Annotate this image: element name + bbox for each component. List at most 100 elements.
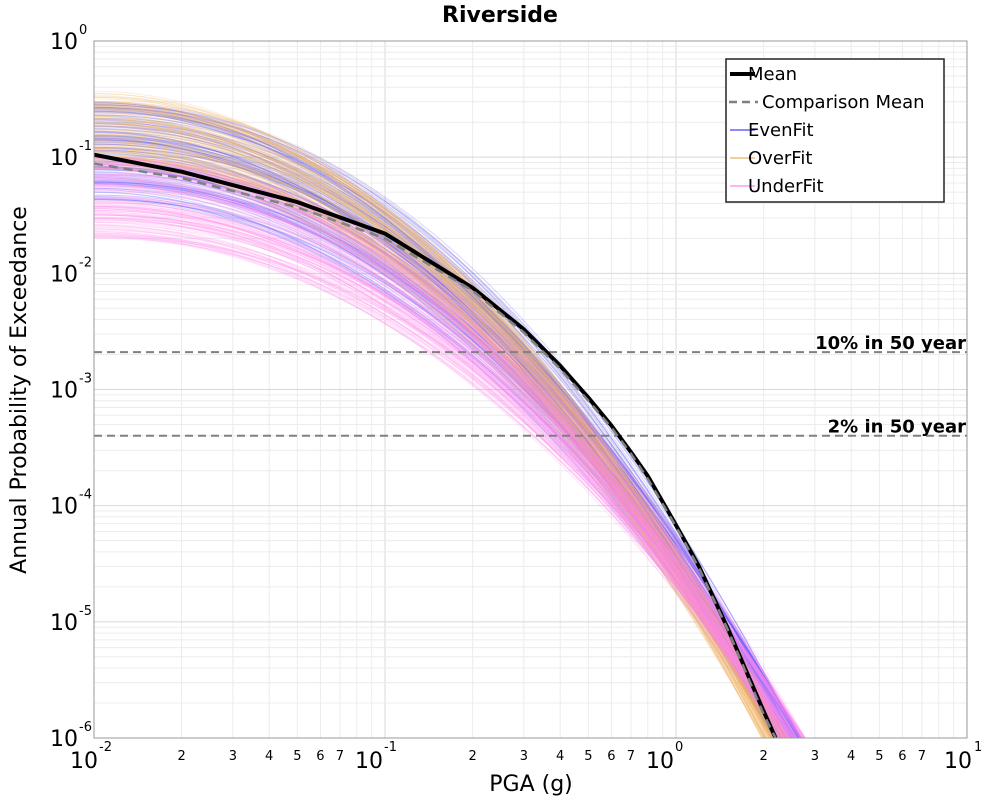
fit-curve xyxy=(94,224,797,738)
legend-label: EvenFit xyxy=(748,120,814,141)
x-tick-exponent: 0 xyxy=(675,740,683,755)
fit-curve xyxy=(94,142,789,738)
fit-curve xyxy=(94,181,800,738)
fit-curve xyxy=(94,151,784,738)
fit-curve xyxy=(94,181,794,738)
fit-curve xyxy=(94,123,770,738)
x-minor-tick-label: 7 xyxy=(627,749,635,764)
fit-curve xyxy=(94,117,772,738)
fit-curve xyxy=(94,201,793,738)
fit-curve xyxy=(94,156,791,738)
fit-curve xyxy=(94,226,786,738)
reference-lines: 10% in 50 year 2% in 50 year xyxy=(94,333,967,438)
fit-curve xyxy=(94,147,779,738)
fit-curve xyxy=(94,183,783,738)
fit-curve xyxy=(94,156,777,738)
fit-curve xyxy=(94,168,780,738)
fit-curve xyxy=(94,131,792,738)
fit-curve xyxy=(94,105,766,738)
fit-curve xyxy=(94,165,803,738)
y-tick-base: 10 xyxy=(50,727,78,752)
fit-curve xyxy=(94,109,781,738)
fit-curve xyxy=(94,214,786,738)
fit-curve xyxy=(94,178,787,738)
fit-curve xyxy=(94,155,782,738)
fit-curve xyxy=(94,131,787,738)
fit-curve xyxy=(94,183,795,738)
x-major-tick-label: 100 xyxy=(646,740,683,774)
fit-curve xyxy=(94,122,793,738)
fit-curve xyxy=(94,118,774,738)
fit-curve xyxy=(94,167,790,738)
fit-curve xyxy=(94,191,788,738)
fit-curve xyxy=(94,111,794,738)
fit-curve xyxy=(94,152,777,738)
fit-curve xyxy=(94,116,781,738)
fit-curve xyxy=(94,104,799,738)
fit-curve xyxy=(94,171,779,738)
fit-curve xyxy=(94,163,793,738)
fit-curve xyxy=(94,123,778,738)
fit-curve xyxy=(94,204,796,738)
legend-item: EvenFit xyxy=(730,120,814,141)
fit-curve xyxy=(94,147,800,738)
x-tick-base: 10 xyxy=(70,749,98,774)
y-major-tick-label: 10 -5 xyxy=(50,604,92,636)
fit-curve xyxy=(94,221,780,738)
fit-curve xyxy=(94,200,804,738)
fit-curve xyxy=(94,130,791,738)
x-minor-tick-label: 2 xyxy=(759,749,767,764)
fit-curve xyxy=(94,144,786,738)
fit-curve xyxy=(94,217,803,738)
fit-curve xyxy=(94,187,806,738)
fit-curve xyxy=(94,135,786,738)
fit-curve xyxy=(94,177,796,738)
fit-curve xyxy=(94,139,798,738)
fit-curve xyxy=(94,109,765,738)
fit-curve xyxy=(94,158,802,738)
fit-curve xyxy=(94,106,778,738)
fit-curve xyxy=(94,129,763,738)
fit-curve xyxy=(94,219,782,738)
fit-curve xyxy=(94,109,776,738)
fit-curve xyxy=(94,137,775,738)
fit-curve xyxy=(94,135,781,738)
fit-curve xyxy=(94,96,768,738)
fit-curve xyxy=(94,236,798,738)
y-tick-exponent: 0 xyxy=(79,23,87,38)
fit-curve xyxy=(94,213,798,738)
x-tick-exponent: -1 xyxy=(384,740,397,755)
fit-curve xyxy=(94,169,793,738)
fit-curve xyxy=(94,151,773,738)
fit-curve xyxy=(94,115,774,738)
fit-curve xyxy=(94,179,777,738)
fit-curve xyxy=(94,122,768,738)
fit-curve xyxy=(94,157,773,738)
fit-curve xyxy=(94,148,789,738)
fit-curve xyxy=(94,175,802,738)
fit-curve xyxy=(94,197,791,738)
fit-curve xyxy=(94,119,781,738)
fit-curve xyxy=(94,102,787,738)
fit-curve xyxy=(94,185,793,738)
y-major-tick-label: 10 -3 xyxy=(50,372,92,404)
y-major-tick-label: 10 -6 xyxy=(50,720,92,752)
fit-curve xyxy=(94,210,801,738)
fit-curve xyxy=(94,118,782,738)
fit-curve xyxy=(94,156,801,738)
fit-curve xyxy=(94,150,788,738)
fit-curve xyxy=(94,208,794,738)
fit-curve xyxy=(94,123,794,738)
fit-curve xyxy=(94,208,784,738)
fit-curve xyxy=(94,196,800,738)
fit-curve xyxy=(94,105,770,738)
x-tick-base: 10 xyxy=(355,749,383,774)
fit-curve xyxy=(94,162,786,738)
fit-curve xyxy=(94,225,805,738)
fit-curve xyxy=(94,134,766,738)
x-minor-tick-label: 7 xyxy=(918,749,926,764)
fit-curve xyxy=(94,150,799,738)
fit-curve xyxy=(94,161,798,738)
fit-curve xyxy=(94,231,794,738)
fit-curve xyxy=(94,187,792,738)
